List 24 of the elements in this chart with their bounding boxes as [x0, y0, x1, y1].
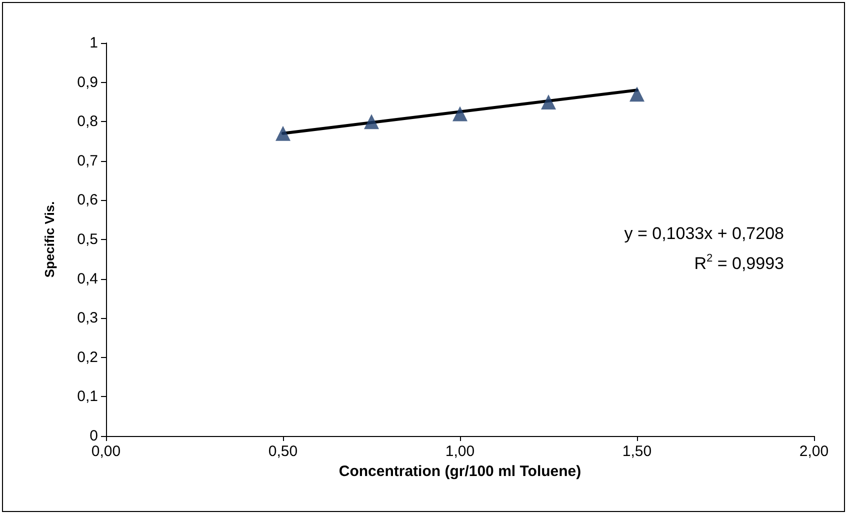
point — [276, 126, 290, 141]
y-tick-label: 0 — [90, 428, 98, 444]
point — [541, 94, 556, 110]
annotation: y = 0,1033x + 0,7208 — [624, 224, 784, 243]
y-tick-label: 0,6 — [77, 192, 98, 209]
x-tick-label: 1,50 — [622, 443, 652, 460]
point — [364, 114, 379, 130]
x-axis-title: Concentration (gr/100 ml Toluene) — [338, 463, 582, 480]
y-tick-label: 0,9 — [77, 74, 98, 91]
x-tick-label: 0,00 — [91, 443, 121, 460]
y-tick-label: 0,5 — [77, 231, 98, 248]
x-tick-label: 0,50 — [268, 443, 298, 460]
y-tick-label: 0,1 — [77, 388, 98, 406]
y-tick-label: 0,8 — [77, 113, 98, 130]
point — [630, 86, 644, 102]
y-axis-title: Specific Vis. — [42, 201, 57, 278]
x-tick-label: 1,00 — [445, 443, 475, 460]
y-tick-label: 0,2 — [77, 348, 98, 366]
y-tick-label: 0,3 — [77, 310, 98, 327]
point — [452, 106, 468, 122]
x-tick-label: 2,00 — [799, 443, 829, 460]
y-tick-label: 0,4 — [77, 270, 98, 288]
y-tick-label: 0,7 — [77, 152, 98, 170]
y-tick-label: 1 — [90, 34, 98, 52]
